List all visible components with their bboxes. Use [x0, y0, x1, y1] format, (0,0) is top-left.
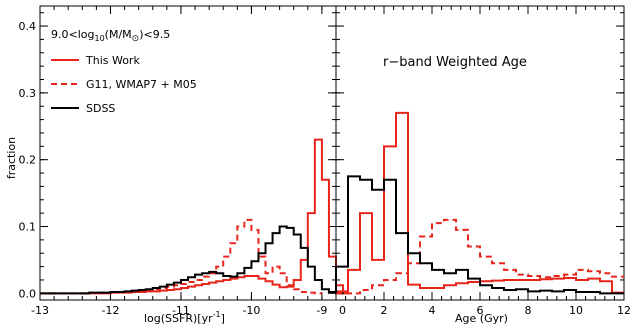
- series-line-g11-wmap7-m05: [336, 218, 624, 295]
- x-tick-label: 0: [339, 304, 346, 317]
- x-tick-label: 8: [525, 304, 532, 317]
- right-panel-title: r−band Weighted Age: [383, 55, 527, 70]
- x-tick-label: -12: [101, 304, 119, 317]
- left-series-group: [40, 138, 351, 295]
- right-axis-ticks: 0 2 4 6 8 10 12: [335, 6, 631, 317]
- legend: This Work G11, WMAP7 + M05 SDSS: [51, 54, 197, 115]
- left-panel-frame: [39, 5, 337, 301]
- legend-label-sdss: SDSS: [86, 102, 115, 115]
- left-panel: -13 -12 -11 -10 -9 0.0 0.1 0.2 0.3 0.4 log(SSFR)[…: [5, 5, 351, 325]
- right-panel: 0 2 4 6 8 10 12 Age (Gyr) r−band Weighted Age: [335, 5, 631, 325]
- legend-label-this-work: This Work: [85, 54, 140, 67]
- x-tick-label: -13: [31, 304, 49, 317]
- y-tick-label: 0.1: [19, 221, 37, 234]
- x-tick-label: 2: [381, 304, 388, 317]
- x-tick-label: 4: [429, 304, 436, 317]
- mass-range-annotation: 9.0<log10(M/M⊙)<9.5: [51, 28, 170, 44]
- x-tick-label: -11: [172, 304, 190, 317]
- series-line-this-work: [335, 111, 624, 294]
- series-line-sdss: [335, 175, 624, 295]
- y-tick-label: 0.4: [19, 20, 37, 33]
- x-tick-label: -10: [242, 304, 260, 317]
- left-axis-ticks: -13 -12 -11 -10 -9 0.0 0.1 0.2 0.3 0.4: [19, 6, 337, 317]
- legend-label-g11: G11, WMAP7 + M05: [86, 78, 197, 91]
- right-series-group: [335, 111, 624, 295]
- left-x-axis-label: log(SSFR)[yr-1]: [144, 310, 225, 325]
- x-tick-label: 6: [477, 304, 484, 317]
- y-axis-label: fraction: [5, 137, 18, 179]
- right-x-axis-label: Age (Gyr): [455, 312, 508, 325]
- series-line-sdss: [40, 225, 344, 295]
- y-tick-label: 0.3: [19, 87, 37, 100]
- x-tick-label: 10: [569, 304, 583, 317]
- y-tick-label: 0.0: [19, 287, 37, 300]
- series-line-this-work: [40, 138, 351, 295]
- y-tick-label: 0.2: [19, 154, 37, 167]
- x-tick-label: -9: [316, 304, 327, 317]
- x-tick-label: 12: [617, 304, 631, 317]
